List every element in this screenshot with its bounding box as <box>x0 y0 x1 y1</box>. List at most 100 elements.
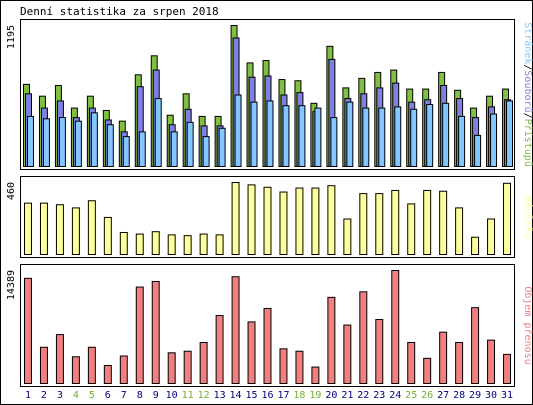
x-tick-label: 19 <box>309 390 321 401</box>
y-max-label: 1195 <box>6 25 17 49</box>
x-tick-label: 16 <box>261 390 273 401</box>
volume-bar <box>359 291 368 385</box>
pages-bar <box>186 121 194 168</box>
visits-bar <box>359 193 368 255</box>
volume-bar <box>24 277 32 384</box>
chart-panels: 1195 Stránek/Souborů/Přístupů460Návštěv14… <box>6 19 533 387</box>
pages-bar <box>346 101 354 167</box>
volume-bar <box>503 353 511 385</box>
x-tick-label: 11 <box>182 390 194 401</box>
x-tick-label: 31 <box>501 390 513 401</box>
pages-bar <box>362 107 370 168</box>
visits-bar <box>503 182 511 255</box>
volume-bar <box>407 342 416 384</box>
x-tick-label: 17 <box>277 390 289 401</box>
visits-bar <box>103 216 112 255</box>
pages-bar <box>506 100 513 167</box>
x-tick-label: 18 <box>293 390 305 401</box>
panel-legend-label: Návštěv <box>522 196 533 238</box>
legend-part-separator: / <box>522 64 533 70</box>
x-tick-label: 5 <box>89 390 95 401</box>
y-max-label: 460 <box>6 182 17 200</box>
x-tick-label: 29 <box>469 390 481 401</box>
pages-bar <box>458 115 466 167</box>
pages-bar <box>426 104 434 167</box>
volume-bar <box>279 348 288 385</box>
volume-bar <box>151 281 160 385</box>
visits-bar <box>183 235 192 255</box>
visits-bar <box>327 185 336 256</box>
x-tick-label: 30 <box>485 390 497 401</box>
panel-legend-label: Stránek/Souborů/Přístupů <box>522 22 533 167</box>
volume-bar <box>71 356 80 384</box>
legend-part-files: Souborů <box>522 70 533 112</box>
volume-bar <box>343 324 352 385</box>
pages-bar <box>58 117 66 167</box>
pages-bar <box>154 98 162 167</box>
x-tick-label: 4 <box>73 390 79 401</box>
volume-bar <box>263 307 272 384</box>
legend-part-pages: Stránek <box>522 22 533 64</box>
visits-bar <box>135 233 144 255</box>
pages-bar <box>90 112 98 167</box>
visits-bar <box>375 193 384 255</box>
volume-bar <box>375 319 384 384</box>
x-tick-label: 9 <box>153 390 159 401</box>
x-tick-label: 12 <box>198 390 210 401</box>
x-tick-label: 2 <box>41 390 47 401</box>
chart-title: Denní statistika za srpen 2018 <box>20 5 219 18</box>
x-tick-label: 27 <box>437 390 449 401</box>
x-tick-label: 22 <box>357 390 369 401</box>
legend-part-separator: / <box>522 113 533 119</box>
volume-bar <box>423 357 432 385</box>
pages-bar <box>122 136 130 167</box>
volume-bar <box>391 270 400 384</box>
pages-bar <box>442 102 450 167</box>
x-tick-label: 28 <box>453 390 465 401</box>
panel-2: 460 Návštěv <box>6 176 533 258</box>
visits-bar <box>279 191 288 256</box>
volume-bar <box>439 331 448 384</box>
x-tick-label: 1 <box>25 390 31 401</box>
visits-bar <box>231 182 240 255</box>
volume-bar <box>183 350 192 384</box>
volume-bar <box>215 315 224 385</box>
volume-bar <box>295 350 304 384</box>
x-tick-label: 26 <box>421 390 433 401</box>
volume-bar <box>487 339 496 385</box>
volume-bar <box>39 346 48 384</box>
visits-bar <box>119 231 128 256</box>
pages-bar <box>106 124 114 167</box>
visits-bar <box>87 200 96 255</box>
pages-bar <box>170 131 178 168</box>
visits-bar <box>24 202 32 255</box>
visits-bar <box>215 234 224 256</box>
volume-bar <box>87 346 96 384</box>
x-tick-label: 20 <box>325 390 337 401</box>
pages-bar <box>410 108 418 167</box>
visits-bar <box>151 231 160 255</box>
pages-bar <box>298 105 306 167</box>
pages-bar <box>234 94 242 167</box>
visits-bar <box>423 189 432 255</box>
visits-bar <box>439 190 448 255</box>
x-tick-label: 3 <box>57 390 63 401</box>
pages-bar <box>202 136 210 167</box>
panel-1: 1195 Stránek/Souborů/Přístupů <box>6 19 533 170</box>
volume-bar <box>231 276 240 385</box>
pages-bar <box>330 117 338 167</box>
volume-bar <box>199 342 208 384</box>
panel-3: 14389 Objem přenosu <box>6 264 533 387</box>
volume-bar <box>311 366 320 384</box>
panel-legend-label: Objem přenosu <box>522 286 533 364</box>
visits-bar <box>199 233 208 255</box>
volume-bar <box>167 352 176 384</box>
volume-bar <box>247 321 256 384</box>
visits-bar <box>247 184 256 255</box>
legend-part-hits: Přístupů <box>522 119 533 167</box>
volume-bar <box>455 342 464 384</box>
visits-bar <box>391 189 400 255</box>
x-tick-label: 25 <box>405 390 417 401</box>
volume-bar <box>471 307 480 384</box>
